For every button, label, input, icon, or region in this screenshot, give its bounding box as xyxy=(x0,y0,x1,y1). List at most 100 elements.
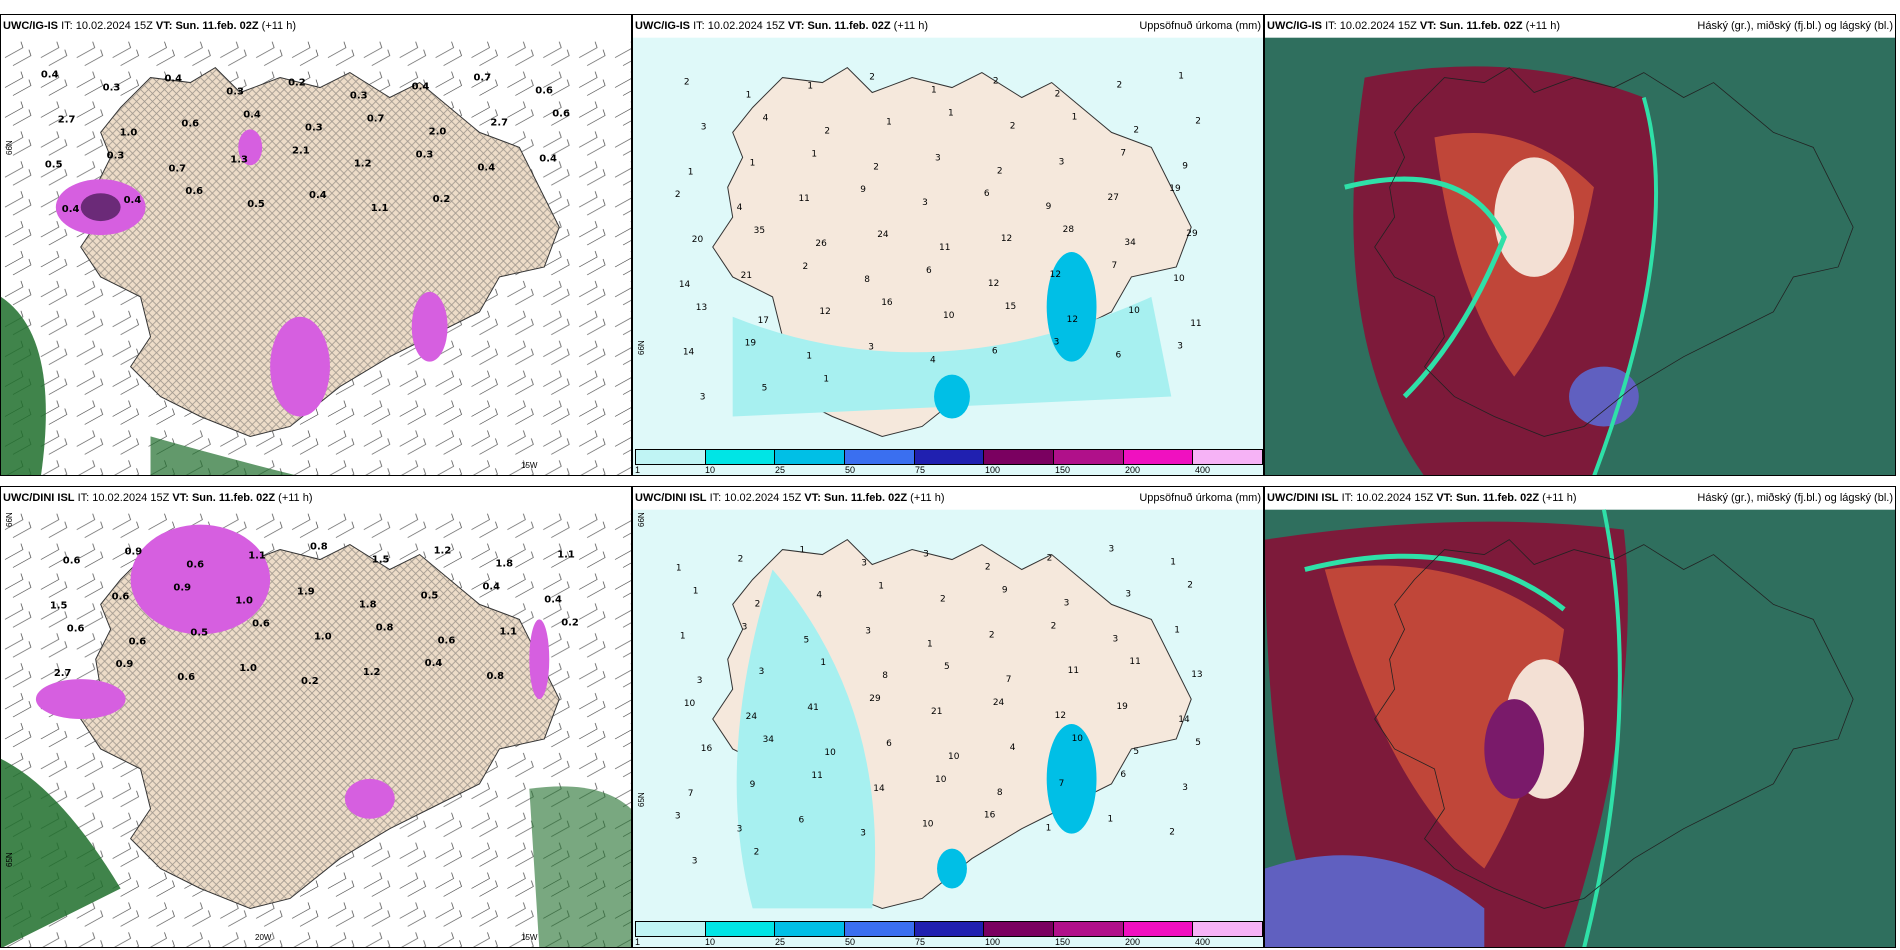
map-value-label: 14 xyxy=(679,280,691,290)
map-value-label: 11 xyxy=(1129,657,1140,667)
map-value-label: 0.6 xyxy=(535,86,553,97)
map-value-label: 1.2 xyxy=(363,667,381,678)
cbar-seg xyxy=(845,922,915,936)
map-value-label: 0.9 xyxy=(125,547,143,558)
map-value-label: 0.4 xyxy=(539,153,557,164)
map-value-label: 0.4 xyxy=(309,190,327,201)
map-value-label: 6 xyxy=(886,739,892,749)
valid-label: VT: xyxy=(155,20,173,32)
map-value-label: 3 xyxy=(697,676,703,686)
map-value-label: 16 xyxy=(701,744,713,754)
tick: 10 xyxy=(705,937,716,947)
map-value-label: 0.7 xyxy=(473,73,491,84)
map-value-label: 10 xyxy=(935,775,947,785)
map-value-label: 10 xyxy=(922,820,934,830)
map-value-label: 5 xyxy=(1133,747,1139,757)
map-value-label: 0.3 xyxy=(350,91,368,102)
colorbar-ticks: 1 10 25 50 75 100 150 200 400 xyxy=(635,937,1263,947)
map-value-label: 3 xyxy=(1054,338,1060,348)
map-value-label: 10 xyxy=(1128,306,1140,316)
map-value-label: 4 xyxy=(930,356,936,366)
map-value-label: 0.8 xyxy=(376,622,394,633)
tick: 200 xyxy=(1125,937,1141,947)
tick: 400 xyxy=(1195,465,1211,475)
map-value-label: 2 xyxy=(802,262,808,272)
map-value-label: 1 xyxy=(799,546,805,556)
value-labels: 1213322311241293321353122313318571111131… xyxy=(675,545,1203,867)
map-value-label: 1 xyxy=(1107,815,1113,825)
map-value-label: 1.9 xyxy=(297,586,315,597)
lead-time: (+11 h) xyxy=(893,20,928,32)
map-value-label: 0.6 xyxy=(185,186,203,197)
map-value-label: 1 xyxy=(1046,824,1052,834)
cbar-seg xyxy=(1193,450,1263,464)
cbar-seg xyxy=(705,450,776,464)
map-value-label: 1 xyxy=(878,581,884,591)
temp-panel-bottom: UWC/DINI ISL IT: 10.02.2024 15Z VT: Sun.… xyxy=(0,486,632,948)
map-value-label: 0.4 xyxy=(412,82,430,93)
panel-title: Háský (gr.), miðský (fj.bl.) og lágský (… xyxy=(1697,20,1893,32)
map-value-label: 12 xyxy=(1067,315,1078,325)
map-value-label: 3 xyxy=(1059,157,1065,167)
panel-header: UWC/DINI ISL IT: 10.02.2024 15Z VT: Sun.… xyxy=(1265,487,1895,509)
lon-label: 20W xyxy=(255,933,272,942)
map-value-label: 1 xyxy=(948,108,954,118)
model-name: UWC/IG-IS xyxy=(1267,20,1322,32)
map-value-label: 2 xyxy=(675,190,681,200)
map-value-label: 12 xyxy=(988,279,999,289)
map-value-label: 1.0 xyxy=(120,127,138,138)
tick: 1 xyxy=(635,937,641,947)
map-value-label: 1.2 xyxy=(354,158,372,169)
green-band xyxy=(150,436,295,475)
map-value-label: 0.6 xyxy=(438,635,456,646)
tick: 75 xyxy=(915,937,926,947)
cloud-panel-bottom: UWC/DINI ISL IT: 10.02.2024 15Z VT: Sun.… xyxy=(1264,486,1896,948)
map-value-label: 0.6 xyxy=(63,556,81,567)
map-value-label: 6 xyxy=(1120,770,1126,780)
map-value-label: 0.6 xyxy=(186,560,204,571)
precip-blob xyxy=(344,778,395,819)
map-value-label: 21 xyxy=(931,707,942,717)
map-value-label: 10 xyxy=(684,699,696,709)
map-value-label: 2 xyxy=(1047,554,1053,564)
tick: 25 xyxy=(775,937,786,947)
map-value-label: 0.2 xyxy=(561,617,579,628)
model-name: UWC/DINI ISL xyxy=(3,492,75,504)
map-value-label: 0.9 xyxy=(116,659,134,670)
cbar-seg xyxy=(984,922,1055,936)
lat-label: 65N xyxy=(5,852,14,867)
map-value-label: 7 xyxy=(1111,261,1117,271)
map-value-label: 0.2 xyxy=(301,676,319,687)
green-band xyxy=(1,296,46,475)
valid-time: Sun. 11.feb. 02Z xyxy=(175,20,259,32)
cbar-seg xyxy=(1123,450,1194,464)
map-value-label: 1.3 xyxy=(230,154,248,165)
map-value-label: 24 xyxy=(877,230,889,240)
tick: 1 xyxy=(635,465,641,475)
map-value-label: 1 xyxy=(811,149,817,159)
cbar-seg xyxy=(845,450,915,464)
map-value-label: 5 xyxy=(762,384,768,394)
valid-label: VT: xyxy=(787,20,805,32)
map-value-label: 19 xyxy=(1116,702,1128,712)
panel-header: UWC/IG-IS IT: 10.02.2024 15Z VT: Sun. 11… xyxy=(1,15,631,37)
map-value-label: 1 xyxy=(820,658,826,668)
map-value-label: 7 xyxy=(1059,779,1065,789)
map-value-label: 3 xyxy=(865,626,871,636)
map-value-label: 3 xyxy=(1108,545,1114,555)
map-value-label: 13 xyxy=(696,303,707,313)
map-value-label: 1.0 xyxy=(314,631,332,642)
map-value-label: 9 xyxy=(1182,161,1188,171)
lon-label: 15W xyxy=(521,933,538,942)
tick: 10 xyxy=(705,465,716,475)
lat-label: 66N xyxy=(637,340,646,355)
cloud-map xyxy=(1265,509,1895,947)
panel-title: Uppsöfnuð úrkoma (mm) xyxy=(1139,20,1261,32)
map-value-label: 2 xyxy=(940,594,946,604)
map-value-label: 0.5 xyxy=(190,627,208,638)
map-value-label: 6 xyxy=(798,816,804,826)
map-value-label: 6 xyxy=(992,347,998,357)
lat-label: 66N xyxy=(5,512,14,527)
precip-max xyxy=(934,374,970,419)
map-value-label: 0.5 xyxy=(45,159,63,170)
